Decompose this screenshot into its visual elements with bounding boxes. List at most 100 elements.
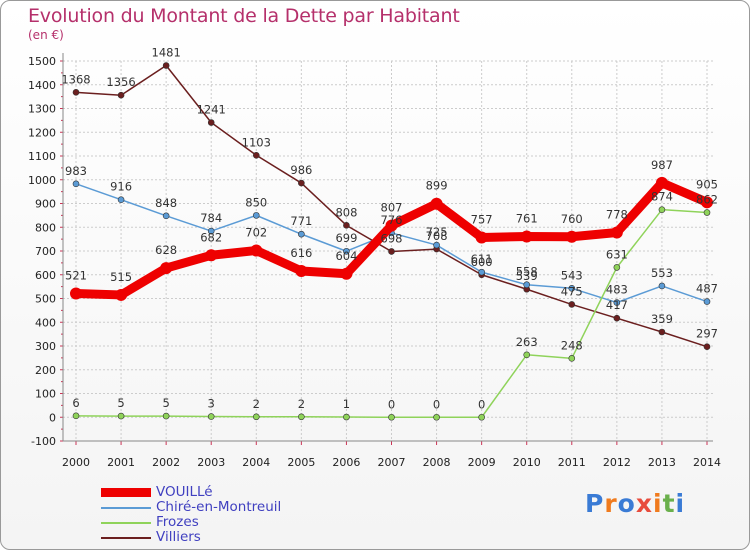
data-point-frozes (117, 412, 125, 420)
data-point-frozes (72, 412, 80, 420)
data-point-vouill- (295, 264, 308, 277)
data-label-chir-en-montreuil: 776 (381, 213, 403, 227)
x-tick-label: 2000 (62, 456, 90, 469)
x-tick-label: 2007 (378, 456, 406, 469)
data-label-vouill-: 987 (651, 158, 673, 172)
data-label-chir-en-montreuil: 483 (606, 283, 628, 297)
data-point-chir-en-montreuil (523, 281, 531, 289)
data-point-chir-en-montreuil (298, 230, 305, 238)
data-label-frozes: 0 (478, 397, 485, 411)
data-point-chir-en-montreuil (433, 241, 440, 249)
y-tick-label: 1400 (28, 79, 56, 92)
data-label-vouill-: 778 (606, 207, 628, 221)
data-point-frozes (613, 264, 621, 271)
data-label-vouill-: 760 (561, 212, 583, 226)
data-label-chir-en-montreuil: 784 (200, 211, 222, 225)
data-label-frozes: 248 (561, 338, 583, 352)
y-tick-label: 100 (35, 388, 56, 401)
data-point-villiers (117, 91, 125, 99)
y-tick-label: 1500 (28, 55, 56, 68)
data-label-frozes: 862 (696, 193, 718, 207)
data-label-villiers: 600 (471, 255, 493, 269)
data-point-chir-en-montreuil (613, 299, 621, 306)
data-label-frozes: 5 (162, 396, 169, 410)
logo-letter: i (675, 489, 686, 518)
data-label-villiers: 475 (561, 284, 583, 298)
data-point-villiers (568, 301, 576, 308)
data-point-chir-en-montreuil (207, 227, 215, 235)
data-label-villiers: 708 (426, 229, 448, 243)
data-point-chir-en-montreuil (703, 298, 711, 305)
data-label-frozes: 3 (208, 397, 215, 411)
y-tick-label: 500 (35, 293, 56, 306)
data-point-frozes (523, 351, 531, 359)
data-label-frozes: 0 (433, 397, 440, 411)
data-point-chir-en-montreuil (117, 196, 125, 203)
data-point-chir-en-montreuil (72, 180, 80, 188)
data-label-villiers: 698 (381, 231, 403, 245)
data-point-villiers (72, 89, 80, 96)
data-label-vouill-: 628 (155, 243, 177, 257)
data-label-villiers: 417 (606, 298, 628, 312)
data-label-chir-en-montreuil: 611 (471, 252, 493, 266)
data-point-vouill- (565, 230, 578, 243)
x-tick-label: 2005 (287, 456, 315, 469)
data-point-vouill- (205, 249, 218, 262)
data-label-vouill-: 761 (516, 212, 538, 226)
data-point-vouill- (70, 287, 82, 300)
data-label-vouill-: 757 (471, 212, 493, 226)
data-label-frozes: 0 (388, 397, 395, 411)
series-group (70, 62, 713, 421)
y-tick-label: 1100 (28, 150, 56, 163)
data-point-vouill- (340, 267, 353, 280)
x-tick-label: 2009 (468, 456, 496, 469)
data-point-chir-en-montreuil (658, 282, 666, 290)
logo-letter: i (653, 489, 663, 518)
data-label-chir-en-montreuil: 850 (245, 195, 267, 209)
data-label-chir-en-montreuil: 487 (696, 282, 718, 296)
data-point-vouill- (520, 230, 533, 243)
legend-label: Chiré-en-Montreuil (156, 499, 282, 515)
y-tick-label: 300 (35, 340, 56, 353)
data-label-villiers: 1241 (197, 103, 226, 117)
data-point-vouill- (250, 244, 263, 257)
data-point-vouill- (430, 197, 443, 210)
data-label-vouill-: 682 (200, 230, 222, 244)
y-tick-label: 1200 (28, 126, 56, 139)
x-tick-label: 2004 (242, 456, 270, 469)
data-point-villiers (162, 62, 170, 69)
x-tick-label: 2014 (693, 456, 721, 469)
data-label-frozes: 5 (117, 396, 124, 410)
data-point-villiers (252, 151, 260, 159)
data-label-villiers: 1481 (152, 46, 181, 60)
data-label-frozes: 2 (298, 397, 305, 411)
data-point-frozes (207, 413, 215, 420)
y-tick-label: 0 (49, 411, 56, 424)
data-label-villiers: 1356 (106, 75, 135, 89)
y-tick-label: 400 (35, 316, 56, 329)
y-tick-label: 600 (35, 269, 56, 282)
data-label-villiers: 1103 (242, 135, 271, 149)
data-point-vouill- (115, 288, 128, 301)
data-point-chir-en-montreuil (343, 247, 350, 255)
x-tick-label: 2008 (423, 456, 451, 469)
data-point-villiers (703, 343, 711, 351)
data-label-vouill-: 807 (381, 201, 403, 215)
data-label-vouill-: 899 (426, 179, 448, 193)
x-tick-label: 2006 (332, 456, 360, 469)
data-label-vouill-: 905 (696, 177, 718, 191)
x-tick-label: 2003 (197, 456, 225, 469)
logo-letter: P (585, 489, 605, 518)
x-tick-label: 2012 (603, 456, 631, 469)
data-point-frozes (658, 206, 666, 213)
x-tick-label: 2002 (152, 456, 180, 469)
data-label-villiers: 359 (651, 312, 673, 326)
data-point-vouill- (475, 231, 488, 244)
x-axis-ticks: 2000 2001 2002 2003 2004 2005 2006 2007 2008 2009… (62, 441, 721, 469)
data-label-chir-en-montreuil: 725 (426, 225, 448, 239)
data-point-frozes (568, 355, 576, 362)
logo-letter: o (617, 489, 636, 518)
data-label-chir-en-montreuil: 543 (561, 268, 583, 282)
legend-swatch (101, 488, 151, 497)
